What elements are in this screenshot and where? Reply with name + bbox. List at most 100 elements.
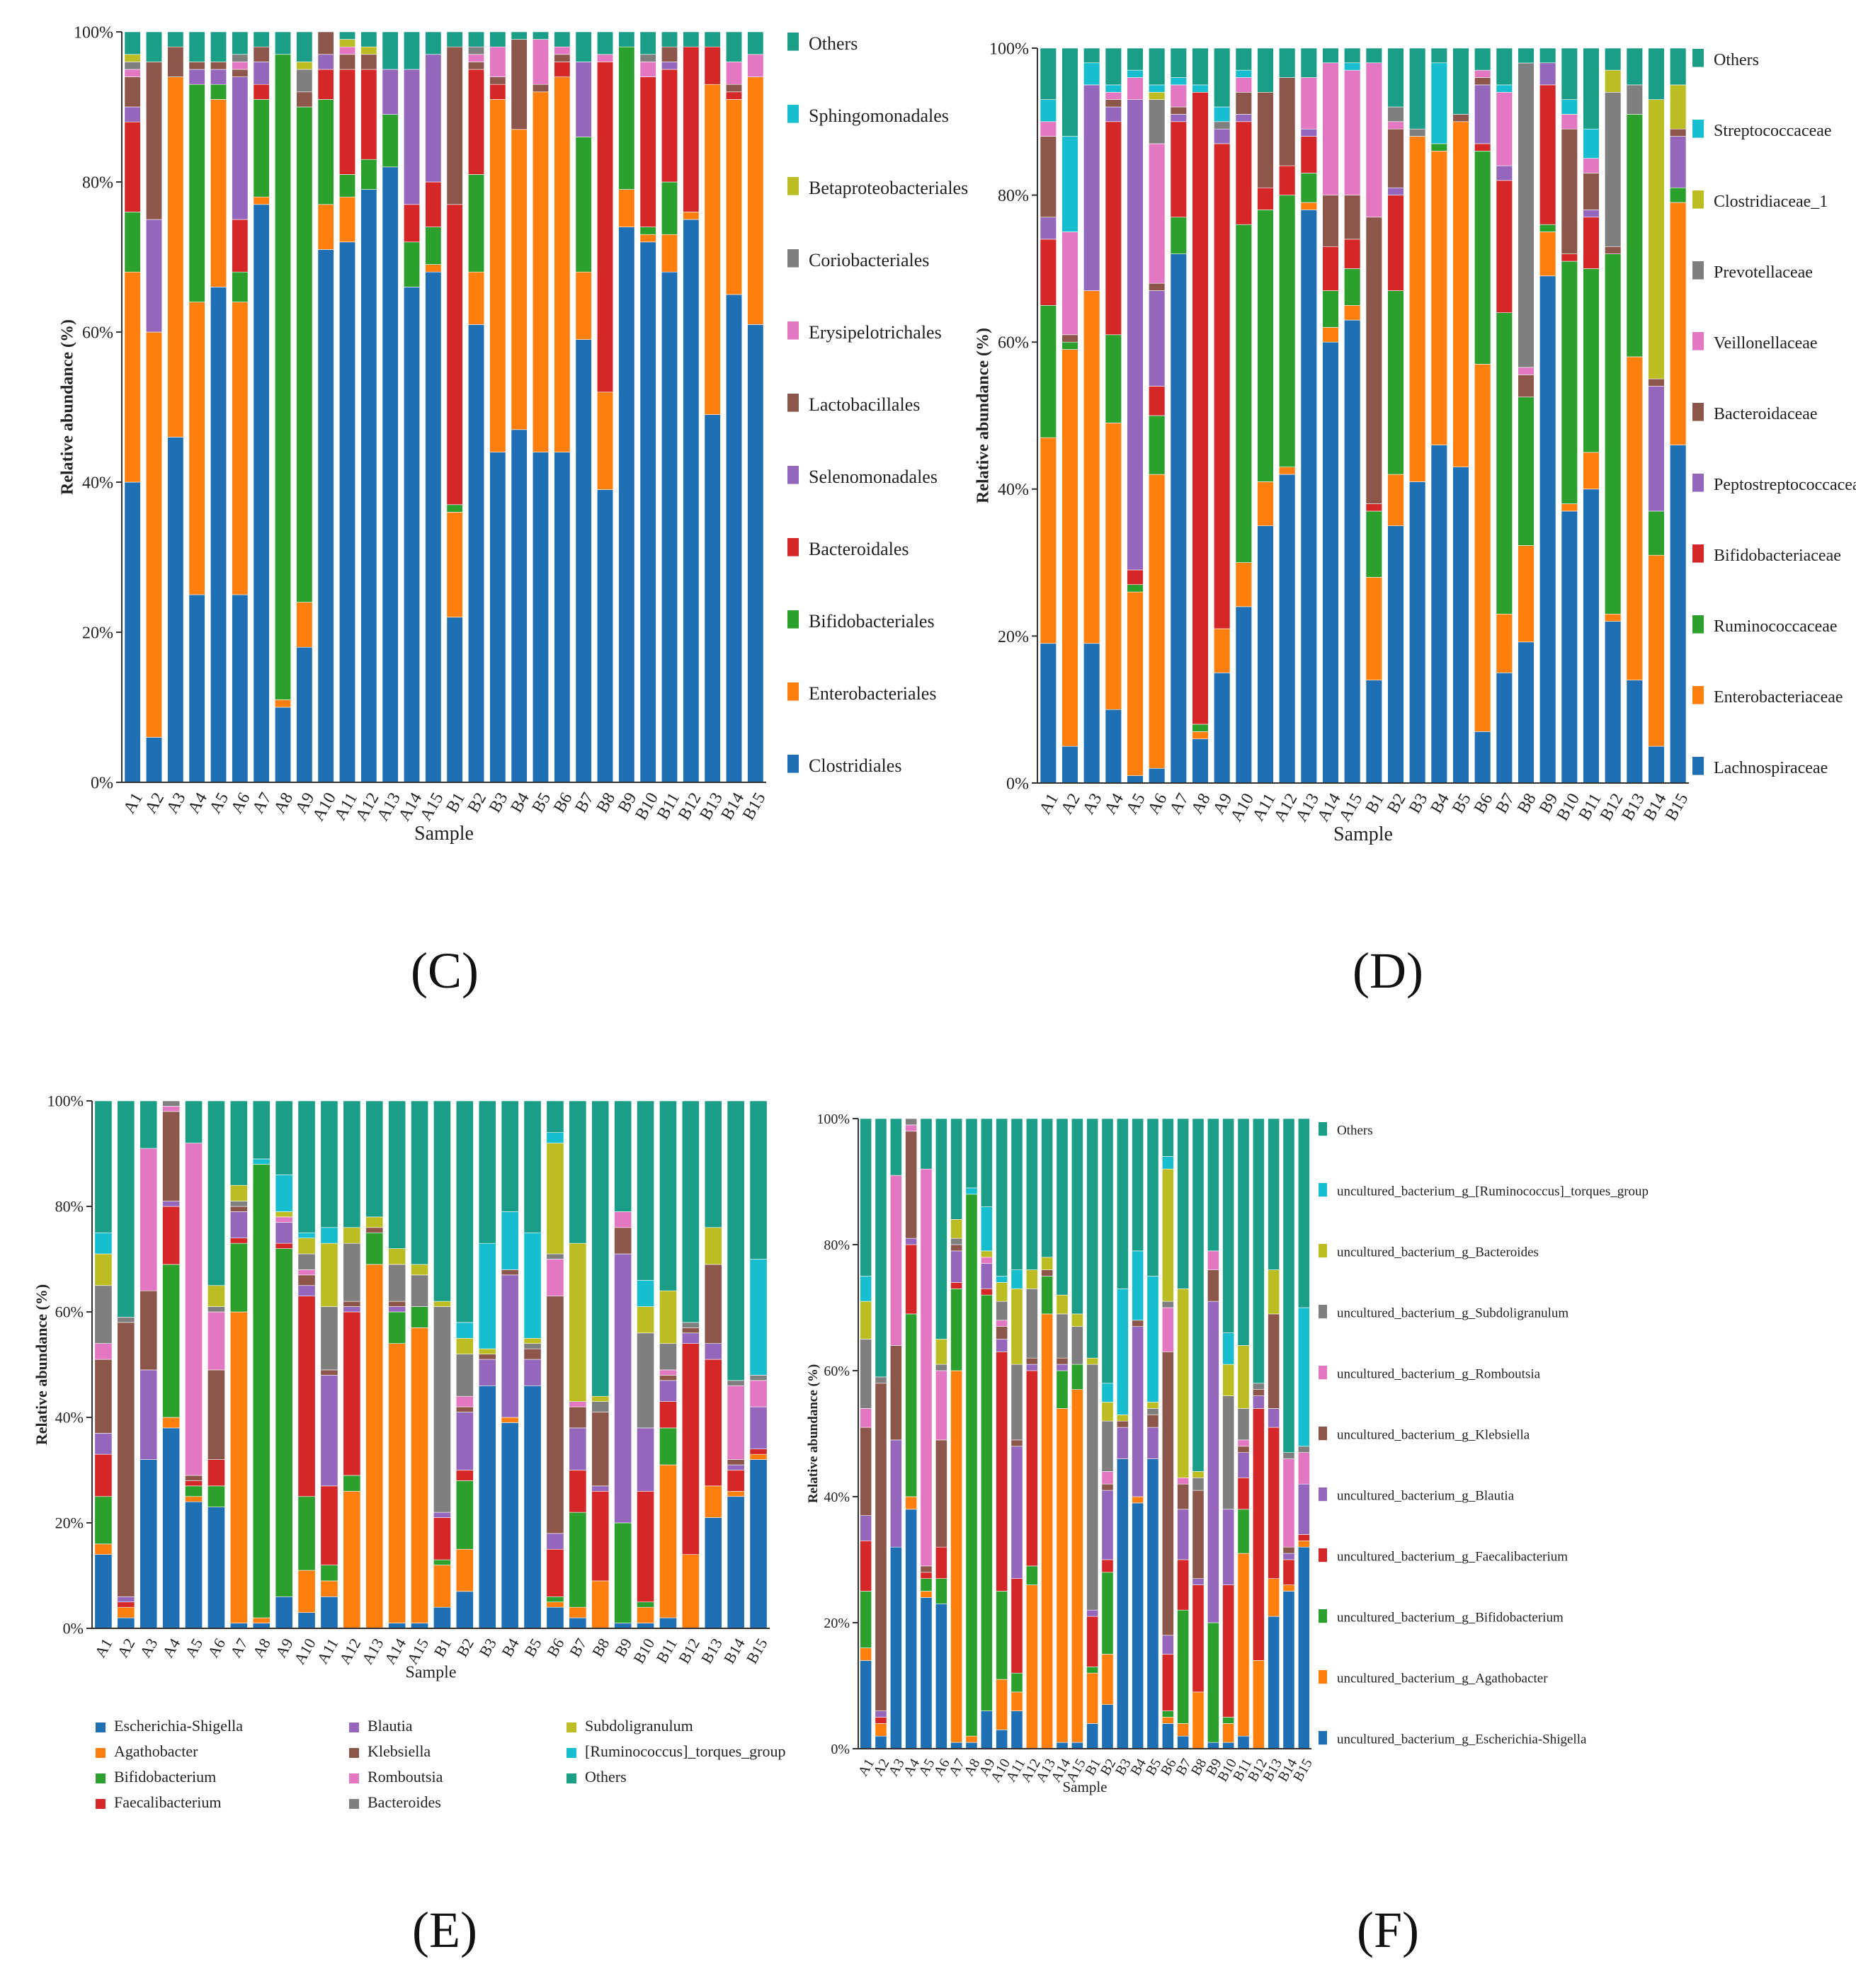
legend-swatch	[787, 394, 799, 412]
legend-swatch	[1319, 1670, 1327, 1684]
x-axis-title: Sample	[1333, 823, 1393, 845]
bar-segment-A1-Blautia	[94, 1433, 113, 1455]
x-tick-label: A8	[249, 1635, 274, 1661]
bar-segment-A9-Faecalibacterium	[275, 1242, 293, 1249]
bar-segment-B12-Clostridiales	[683, 219, 700, 783]
bar-segment-A9-uncultured_bacterium_g_Faecalibacterium	[980, 1289, 993, 1296]
bar-segment-B7-Blautia	[569, 1427, 587, 1470]
bar-segment-A9-Clostridiales	[296, 646, 313, 783]
bar-segment-B1-Escherichia-Shigella	[433, 1606, 451, 1629]
legend-entry: Subdoligranulum	[585, 1717, 693, 1735]
bar-segment-B8-uncultured_bacterium_g_Klebsiella	[1192, 1490, 1205, 1579]
bar-segment-B5-Clostridiales	[532, 452, 550, 783]
bar-segment-A11-Bacteroides	[320, 1306, 338, 1371]
bar-segment-A6-Lachnospiraceae	[1149, 767, 1166, 784]
bar-segment-A2-uncultured_bacterium_g_Subdoligranulum	[875, 1376, 887, 1384]
bar-segment-B1-uncultured_bacterium_g_Escherichia-Shigella	[1086, 1723, 1099, 1749]
bar-segment-A14-Others	[403, 31, 421, 70]
bar-segment-B6-Bacteroidaceae	[1474, 77, 1491, 86]
legend-swatch	[1319, 1427, 1327, 1441]
legend-entry: Erysipelotrichales	[809, 322, 942, 343]
bar-segment-A13-Lachnospiraceae	[1300, 210, 1317, 784]
bar-segment-B2-Romboutsia	[455, 1395, 474, 1407]
bar-segment-B11-Escherichia-Shigella	[659, 1617, 677, 1629]
bar-segment-A4-Lactobacillales	[188, 62, 205, 70]
x-tick-label: B1	[1362, 790, 1389, 816]
x-tick-label: B11	[653, 1635, 681, 1667]
bar-segment-B5-Bacteroides	[523, 1343, 542, 1349]
bar-segment-B2-Enterobacteriaceae	[1387, 474, 1404, 526]
x-tick-label: A13	[358, 1635, 387, 1667]
bar-segment-A12-uncultured_bacterium_g_Klebsiella	[1025, 1357, 1038, 1365]
legend-entry: Romboutsia	[368, 1768, 443, 1786]
bar-segment-B11-Peptostreptococcaceae	[1583, 210, 1600, 218]
bar-segment-A9-Enterobacteriales	[296, 602, 313, 648]
bar-segment-B7-Peptostreptococcaceae	[1496, 165, 1513, 181]
bar-segment-A7-Bacteroidaceae	[1170, 106, 1187, 115]
bar-segment-A3-Others	[140, 1100, 158, 1149]
bar-segment-B7-Ruminococcaceae	[1496, 312, 1513, 615]
bar-segment-B7-Klebsiella	[569, 1406, 587, 1429]
x-tick-label: A6	[1144, 790, 1171, 817]
bar-segment-A2-Veillonellaceae	[1061, 232, 1078, 336]
x-tick-label: B6	[543, 1635, 567, 1660]
legend-entry: Bifidobacteriaceae	[1714, 547, 1841, 565]
legend-swatch	[787, 249, 799, 268]
bar-segment-B13-Prevotellaceae	[1626, 84, 1643, 115]
x-tick-label: A1	[120, 789, 147, 816]
bar-segment-A9-Bifidobacteriaceae	[1214, 143, 1231, 629]
bar-segment-B5-Blautia	[523, 1359, 542, 1386]
bar-segment-B10-Others	[1222, 1118, 1235, 1333]
legend-swatch	[787, 33, 799, 51]
x-tick-label: A7	[1166, 790, 1192, 817]
bar-segment-B1-Others	[1086, 1118, 1099, 1359]
bar-segment-A13-Others	[1300, 47, 1317, 78]
bar-segment-B4-Klebsiella	[501, 1269, 519, 1276]
legend-swatch	[1692, 261, 1704, 280]
bar-segment-A11-Lactobacillales	[338, 54, 356, 70]
bar-segment-A15-uncultured_bacterium_g_Subdoligranulum	[1071, 1326, 1083, 1365]
bar-segment-B4-Escherichia-Shigella	[501, 1422, 519, 1629]
bar-segment-A7-Klebsiella	[229, 1206, 248, 1212]
bar-segment-A10-Lachnospiraceae	[1235, 606, 1252, 784]
legend-swatch	[787, 177, 799, 195]
bar-segment-B1-uncultured_bacterium_g_Bifidobacterium	[1086, 1667, 1099, 1674]
bar-segment-A12-Others	[1025, 1118, 1038, 1270]
bar-segment-A6-Veillonellaceae	[1149, 143, 1166, 284]
x-axis-title: Sample	[414, 823, 474, 845]
bar-segment-B14-Escherichia-Shigella	[727, 1496, 745, 1629]
bar-segment-A7-Others	[229, 1100, 248, 1186]
bar-segment-B14-Agathobacter	[727, 1491, 745, 1497]
legend-swatch	[1692, 615, 1704, 634]
bar-segment-A2-Enterobacteriales	[145, 331, 163, 738]
bar-segment-B3-Clostridiales	[489, 452, 506, 783]
legend-swatch	[567, 1723, 576, 1732]
bar-segment-B8-Bacteroidaceae	[1518, 375, 1535, 398]
bar-segment-A6-Bacteroides	[207, 1306, 225, 1313]
bar-segment-A4-Lachnospiraceae	[1105, 709, 1122, 784]
bar-segment-B14-Bacteroides	[727, 1380, 745, 1386]
bar-segment-A10-Escherichia-Shigella	[297, 1612, 316, 1629]
bar-segment-B1-Agathobacter	[433, 1565, 451, 1608]
bar-segment-B3-uncultured_bacterium_g_Escherichia-Shigella	[1116, 1458, 1129, 1749]
bar-segment-B2-Lachnospiraceae	[1387, 525, 1404, 784]
bar-segment-B2-Bifidobacteriales	[467, 174, 485, 273]
bar-segment-B5-Lactobacillales	[532, 84, 550, 93]
bar-segment-B8-Clostridiales	[596, 489, 614, 783]
bar-segment-A7-Faecalibacterium	[229, 1238, 248, 1244]
bar-segment-B6-Others	[1161, 1118, 1174, 1157]
bar-segment-A10-[Ruminococcus]_torques_group	[297, 1232, 316, 1238]
bar-segment-A14-Klebsiella	[388, 1301, 406, 1307]
bar-segment-A11-Bifidobacteriaceae	[1257, 187, 1274, 210]
bar-segment-B8-Klebsiella	[591, 1412, 610, 1487]
x-tick-label: B5	[1449, 790, 1475, 816]
bar-segment-B11-Bacteroidales	[661, 69, 678, 183]
bar-segment-A9-Romboutsia	[275, 1216, 293, 1223]
bar-segment-B12-Enterobacteriaceae	[1605, 613, 1622, 622]
bar-segment-A13-uncultured_bacterium_g_Klebsiella	[1041, 1269, 1054, 1276]
bar-segment-A13-Bifidobacteriaceae	[1300, 136, 1317, 173]
bar-segment-A9-Peptostreptococcaceae	[1214, 128, 1231, 144]
bar-segment-B9-uncultured_bacterium_g_Bifidobacterium	[1207, 1622, 1219, 1743]
y-tick-label: 40%	[998, 481, 1029, 499]
bar-segment-B12-uncultured_bacterium_g_Klebsiella	[1252, 1389, 1265, 1396]
